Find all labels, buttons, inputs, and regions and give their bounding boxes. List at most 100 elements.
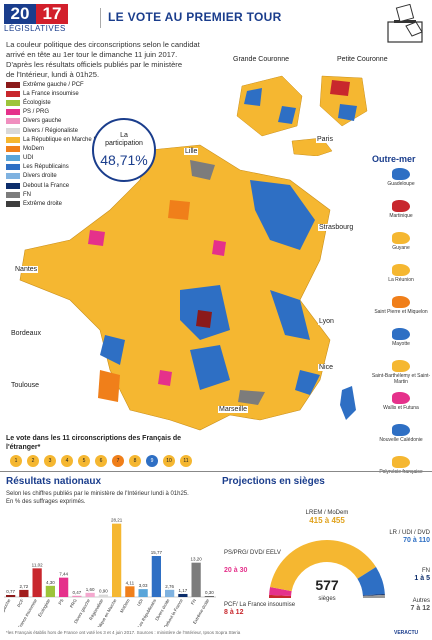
inset-gc-blue bbox=[278, 106, 296, 124]
seat-segment bbox=[270, 540, 376, 592]
bar-value-label: 0,47 bbox=[72, 590, 81, 595]
legend-item: UDI bbox=[6, 154, 116, 163]
seat-total-label: sièges bbox=[318, 596, 335, 602]
abroad-title: Le vote dans les 11 circonscriptions des… bbox=[6, 435, 182, 451]
bar bbox=[178, 593, 188, 597]
legend-label: Les Républicains bbox=[23, 164, 69, 171]
territory-label: Mayotte bbox=[392, 341, 410, 347]
legend-label: Extrême droite bbox=[23, 201, 63, 208]
legend-item: Extrême droite bbox=[6, 199, 116, 208]
region-ps-1 bbox=[88, 230, 105, 246]
map-legend: Extrême gauche / PCF La France insoumise É… bbox=[6, 80, 116, 209]
paris-insets bbox=[236, 75, 368, 156]
outremer-territory: Polynésie française bbox=[370, 456, 432, 486]
territory-shape bbox=[392, 360, 410, 372]
legend-item: Les Républicains bbox=[6, 163, 116, 172]
territory-shape bbox=[392, 424, 410, 436]
bar bbox=[165, 589, 175, 597]
inset-grande-couronne bbox=[236, 75, 303, 137]
abroad-circle: 5 bbox=[78, 455, 90, 467]
intro-line: La couleur politique des circonscription… bbox=[6, 40, 200, 49]
legend-label: La France insoumise bbox=[23, 90, 79, 97]
territory-shape bbox=[392, 392, 410, 404]
france-mainland bbox=[19, 144, 331, 431]
intro-line: D'après les résultats officiels publiés … bbox=[6, 60, 183, 69]
legend-swatch bbox=[6, 145, 20, 152]
region-ps-3 bbox=[212, 240, 226, 256]
legend-swatch bbox=[6, 127, 20, 134]
legend-label: Debout la France bbox=[23, 182, 70, 189]
territory-shape bbox=[392, 328, 410, 340]
year-right: 17 bbox=[36, 4, 68, 24]
election-type: LÉGISLATIVES bbox=[4, 24, 66, 33]
region-modem-north bbox=[168, 200, 190, 220]
bar-value-label: 4,30 bbox=[46, 580, 55, 585]
region-fn-south bbox=[238, 390, 265, 405]
legend-item: Divers gauche bbox=[6, 117, 116, 126]
legend-swatch bbox=[6, 118, 20, 125]
bar-value-label: 15,77 bbox=[151, 550, 163, 555]
bar-category-label: Écologiste bbox=[37, 597, 52, 617]
outremer-territory: Saint-Barthélemy et Saint-Martin bbox=[370, 360, 432, 390]
seat-segment bbox=[357, 566, 385, 596]
outremer-title: Outre-mer bbox=[372, 154, 416, 164]
bar-value-label: 11,02 bbox=[32, 562, 43, 567]
segment-value: 20 à 30 bbox=[224, 567, 247, 574]
turnout-badge: La participation 48,71% bbox=[92, 118, 156, 182]
territory-shape bbox=[392, 200, 410, 212]
bar bbox=[45, 585, 55, 597]
bar bbox=[191, 562, 201, 597]
bar bbox=[138, 589, 148, 597]
legend-swatch bbox=[6, 81, 20, 88]
seat-segment bbox=[269, 586, 292, 597]
segment-label: FN bbox=[422, 568, 430, 574]
bar bbox=[85, 592, 95, 597]
territory-label: La Réunion bbox=[388, 277, 414, 283]
header-divider bbox=[100, 8, 101, 28]
legend-item: MoDem bbox=[6, 144, 116, 153]
legend-swatch bbox=[6, 191, 20, 198]
ballot-box-icon bbox=[387, 4, 423, 43]
france-map bbox=[19, 144, 356, 431]
legend-item: Divers droite bbox=[6, 172, 116, 181]
bar bbox=[98, 594, 108, 597]
legend-label: Divers droite bbox=[23, 173, 57, 180]
legend-swatch bbox=[6, 173, 20, 180]
election-logo: 20 17 LÉGISLATIVES bbox=[4, 4, 68, 33]
outremer-territory: Wallis et Futuna bbox=[370, 392, 432, 422]
segment-label: PCF/ La France insoumise bbox=[224, 602, 296, 608]
abroad-circle: 1 bbox=[10, 455, 22, 467]
city-label: Toulouse bbox=[10, 382, 41, 389]
results-title: Résultats nationaux bbox=[6, 476, 102, 487]
abroad-circle: 2 bbox=[27, 455, 39, 467]
territory-label: Saint Pierre et Miquelon bbox=[374, 309, 428, 315]
territory-shape bbox=[392, 264, 410, 276]
region-lr-riviera bbox=[295, 370, 320, 395]
bar-category-label: Extrême gauche bbox=[4, 597, 12, 627]
bar bbox=[204, 596, 214, 597]
legend-swatch bbox=[6, 99, 20, 106]
inset-label-petite: Petite Couronne bbox=[336, 56, 389, 63]
region-ps-2 bbox=[158, 370, 172, 386]
legend-item: Extrême gauche / PCF bbox=[6, 80, 116, 89]
legend-swatch bbox=[6, 109, 20, 116]
seat-segment bbox=[362, 593, 385, 597]
bar-value-label: 2,76 bbox=[165, 584, 174, 589]
abroad-circle: 3 bbox=[44, 455, 56, 467]
turnout-label: La bbox=[120, 132, 128, 139]
legend-label: PS / PRG bbox=[23, 109, 50, 116]
intro-line: arrivé en tête au 1er tour le dimanche 1… bbox=[6, 50, 178, 59]
bar bbox=[125, 586, 135, 597]
bar-value-label: 1,60 bbox=[86, 587, 95, 592]
results-sub-line: Selon les chiffres publiés par le minist… bbox=[6, 491, 189, 497]
outremer-territory: Guadeloupe bbox=[370, 168, 432, 198]
abroad-circle: 8 bbox=[129, 455, 141, 467]
legend-label: La République en Marche ! bbox=[23, 136, 96, 143]
region-lr-south bbox=[190, 345, 230, 390]
bar-value-label: 7,44 bbox=[59, 572, 68, 577]
legend-swatch bbox=[6, 90, 20, 97]
abroad-circle: 6 bbox=[95, 455, 107, 467]
bar bbox=[59, 577, 69, 597]
segment-label: LREM / MoDem bbox=[306, 510, 349, 516]
bar bbox=[19, 589, 29, 597]
